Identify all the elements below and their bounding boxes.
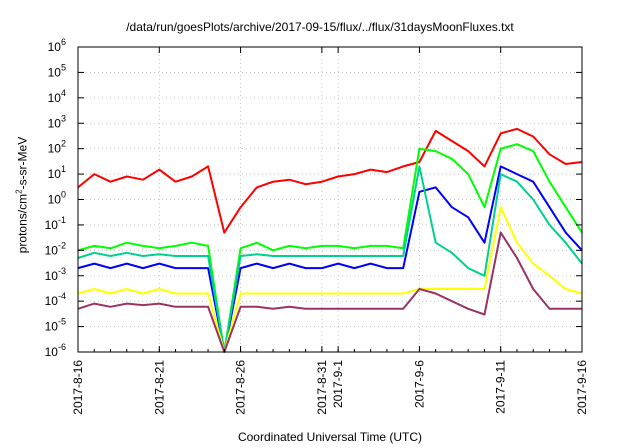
x-tick-label: 2017-8-16 [71,360,85,415]
x-tick-label: 2017-9-6 [412,360,426,408]
y-tick-label: 100 [48,190,66,207]
x-tick-label: 2017-9-16 [575,360,589,415]
series-line-3 [77,165,583,353]
x-tick-label: 2017-8-31 [315,360,329,415]
series-line-2 [77,143,583,353]
series-group [77,127,583,353]
x-tick-label: 2017-9-11 [494,360,508,414]
chart-title: /data/run/goesPlots/archive/2017-09-15/f… [126,20,514,34]
x-tick-label: 2017-8-21 [152,360,166,415]
series-line-5 [77,206,583,353]
x-axis: 2017-8-16 2017-8-21 2017-8-26 2017-8-31 2017… [71,47,589,415]
y-tick-label: 105 [48,62,66,79]
y-tick-label: 106 [48,37,66,54]
grid-lines [78,47,582,352]
y-tick-label: 10-6 [45,342,66,359]
y-tick-label: 104 [48,88,66,105]
series-line-6 [77,231,582,353]
y-tick-label: 10-5 [45,317,66,334]
y-axis: 10-6 10-5 10-4 10-3 10-2 10-1 100 101 102 103 104 1… [45,37,582,359]
x-axis-label: Coordinated Universal Time (UTC) [237,430,423,444]
series-line-1 [77,127,583,234]
y-tick-label: 10-2 [45,240,66,257]
y-tick-label: 103 [48,113,66,130]
y-tick-label: 10-3 [45,266,66,283]
y-tick-label: 101 [48,164,66,181]
y-tick-label: 102 [48,139,66,156]
x-tick-label: 2017-8-26 [234,360,248,415]
y-axis-label: protons/cm2-s-sr-MeV [14,136,30,254]
y-tick-label: 10-1 [45,215,66,232]
series-line-4 [77,165,583,353]
x-tick-label: 2017-9-1 [331,360,345,408]
y-tick-label: 10-4 [45,291,66,308]
